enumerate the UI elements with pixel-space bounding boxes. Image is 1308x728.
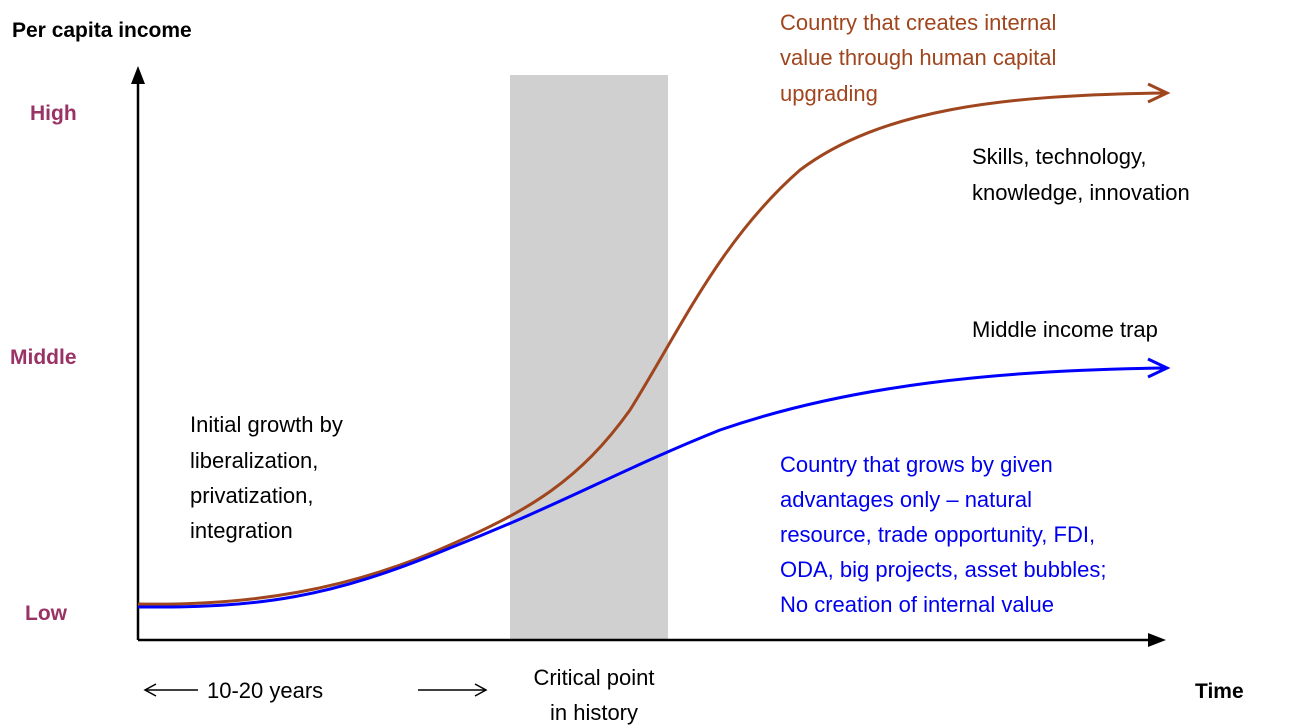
period-label: 10-20 years bbox=[207, 678, 323, 703]
initial-growth-text: Initial growth by bbox=[190, 412, 343, 437]
level-label: Low bbox=[25, 602, 68, 625]
period-arrow-left-head bbox=[143, 683, 157, 697]
upper-curve-note: knowledge, innovation bbox=[972, 180, 1190, 205]
lower-curve-label: ODA, big projects, asset bubbles; bbox=[780, 557, 1107, 582]
critical-point-label: Critical point bbox=[533, 665, 654, 690]
y-axis-arrow bbox=[131, 66, 145, 84]
upper-curve-arrow bbox=[1147, 82, 1171, 104]
critical-point-label: in history bbox=[550, 700, 638, 725]
lower-curve-note: Middle income trap bbox=[972, 317, 1158, 342]
period-arrow-right-head bbox=[474, 683, 488, 697]
x-axis-arrow bbox=[1148, 633, 1166, 647]
lower-curve bbox=[137, 366, 1166, 609]
upper-curve-note: Skills, technology, bbox=[972, 144, 1146, 169]
level-label: High bbox=[30, 102, 77, 125]
lower-curve-label: No creation of internal value bbox=[780, 592, 1054, 617]
upper-curve bbox=[137, 91, 1166, 606]
critical-band bbox=[510, 75, 668, 640]
initial-growth-text: integration bbox=[190, 518, 293, 543]
lower-curve-label: Country that grows by given bbox=[780, 452, 1053, 477]
initial-growth-text: privatization, bbox=[190, 483, 314, 508]
level-label: Middle bbox=[10, 346, 77, 369]
lower-curve-arrow bbox=[1147, 357, 1171, 379]
lower-curve-label: resource, trade opportunity, FDI, bbox=[780, 522, 1095, 547]
upper-curve-label: value through human capital bbox=[780, 45, 1056, 70]
x-axis-label: Time bbox=[1195, 680, 1244, 703]
upper-curve-label: upgrading bbox=[780, 81, 878, 106]
y-axis-label: Per capita income bbox=[12, 19, 192, 42]
lower-curve-label: advantages only – natural bbox=[780, 487, 1032, 512]
upper-curve-label: Country that creates internal bbox=[780, 10, 1056, 35]
initial-growth-text: liberalization, bbox=[190, 448, 318, 473]
